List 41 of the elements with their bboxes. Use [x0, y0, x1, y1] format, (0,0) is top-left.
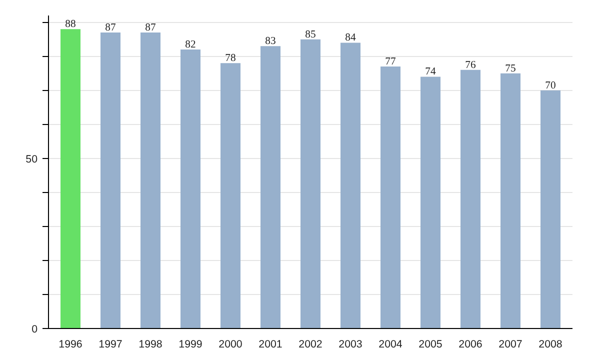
x-tick-label: 2001 — [258, 338, 282, 350]
bar — [220, 63, 240, 328]
bar — [420, 76, 440, 328]
bar — [460, 70, 480, 328]
bar — [380, 66, 400, 328]
x-tick-label: 1997 — [98, 338, 122, 350]
data-label: 84 — [345, 32, 356, 44]
bar — [60, 29, 80, 328]
bar — [140, 32, 160, 328]
bar — [180, 50, 200, 328]
x-tick-label: 1999 — [178, 338, 202, 350]
data-label: 78 — [225, 53, 236, 64]
data-label: 87 — [105, 22, 116, 34]
data-label: 75 — [505, 63, 516, 74]
x-tick-label: 2005 — [418, 338, 442, 350]
bar — [540, 90, 560, 328]
x-tick-label: 2003 — [338, 338, 362, 350]
y-tick-label: 50 — [26, 153, 38, 166]
x-tick-label: 2007 — [498, 338, 522, 350]
data-label: 87 — [145, 22, 156, 34]
bar — [500, 73, 520, 328]
data-label: 77 — [385, 56, 396, 68]
data-label: 85 — [305, 29, 316, 40]
x-tick-label: 2000 — [218, 338, 242, 350]
data-label: 74 — [425, 66, 436, 78]
x-tick-label: 2004 — [378, 338, 402, 350]
x-tick-label: 2006 — [458, 338, 482, 350]
data-label: 88 — [65, 19, 76, 30]
data-label: 83 — [265, 36, 276, 48]
data-label: 82 — [185, 40, 196, 51]
bar — [340, 42, 360, 328]
data-label: 76 — [465, 60, 476, 71]
y-tick-label: 0 — [32, 324, 38, 336]
x-tick-label: 1996 — [58, 338, 82, 350]
bar — [300, 39, 320, 328]
bar — [260, 46, 280, 328]
bar — [100, 32, 120, 328]
x-tick-label: 2008 — [538, 338, 562, 350]
x-tick-label: 1998 — [138, 338, 162, 350]
data-label: 70 — [545, 80, 556, 92]
x-tick-label: 2002 — [298, 338, 322, 350]
